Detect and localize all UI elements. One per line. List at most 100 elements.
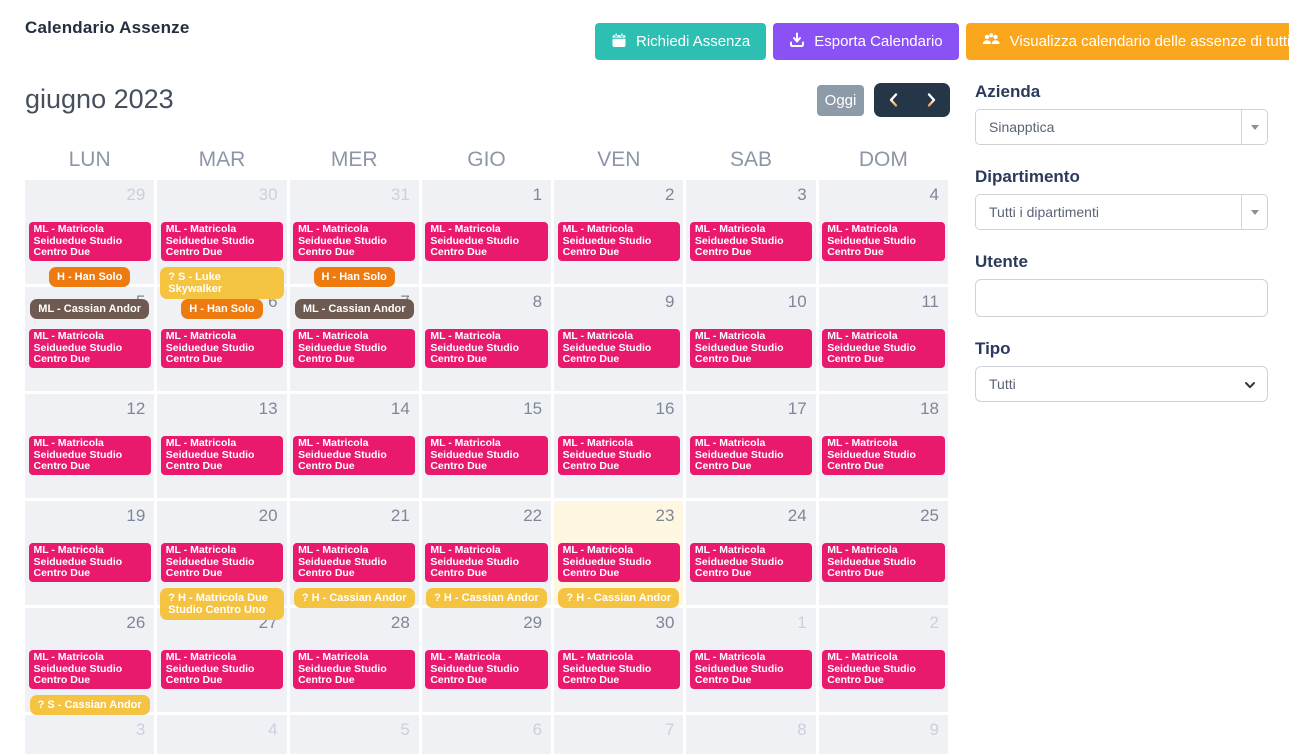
event-badge[interactable]: ? H - Cassian Andor — [426, 587, 547, 608]
event-badge[interactable]: ? H - Cassian Andor — [293, 587, 415, 608]
day-cell[interactable]: 8 — [686, 715, 816, 754]
day-cell[interactable]: 5 — [289, 715, 419, 754]
prev-month-button[interactable] — [874, 83, 912, 117]
day-cell[interactable]: 23 ML - Matricola Seiduedue Studio Centro… — [554, 501, 684, 608]
event-pill[interactable]: ML - Matricola Seiduedue Studio Centro D… — [822, 436, 945, 475]
event-pill[interactable]: ML - Matricola Seiduedue Studio Centro D… — [689, 329, 813, 368]
event-pill[interactable]: ML - Matricola Seiduedue Studio Centro D… — [425, 650, 548, 689]
event-pill[interactable]: ML - Matricola Seiduedue Studio Centro D… — [293, 543, 416, 582]
dipartimento-select[interactable]: Tutti i dipartimenti — [975, 194, 1268, 230]
event-pill[interactable]: ML - Matricola Seiduedue Studio Centro D… — [293, 436, 416, 475]
day-cell[interactable]: 2 ML - Matricola Seiduedue Studio Centro … — [818, 608, 948, 712]
event-badge[interactable]: H - Han Solo — [313, 266, 395, 287]
event-badge[interactable]: H - Han Solo — [181, 299, 263, 319]
event-pill[interactable]: ML - Matricola Seiduedue Studio Centro D… — [689, 222, 813, 261]
day-cell[interactable]: 10 ML - Matricola Seiduedue Studio Centro… — [686, 287, 816, 391]
day-cell[interactable]: 25 ML - Matricola Seiduedue Studio Centro… — [818, 501, 948, 605]
richiedi-assenza-button[interactable]: Richiedi Assenza — [595, 23, 767, 60]
event-pill[interactable]: ML - Matricola Seiduedue Studio Centro D… — [689, 436, 813, 475]
event-badge[interactable]: ML - Cassian Andor — [30, 299, 149, 319]
event-badge[interactable]: ? S - Cassian Andor — [29, 694, 150, 715]
day-cell[interactable]: 27 ML - Matricola Seiduedue Studio Centro… — [157, 608, 287, 712]
event-badge[interactable]: H - Han Solo — [48, 266, 131, 287]
event-pill[interactable]: ML - Matricola Seiduedue Studio Centro D… — [425, 543, 548, 582]
event-pill[interactable]: ML - Matricola Seiduedue Studio Centro D… — [425, 329, 548, 368]
day-cell[interactable]: 1 ML - Matricola Seiduedue Studio Centro … — [686, 608, 816, 712]
day-cell[interactable]: 4 — [157, 715, 287, 754]
event-pill[interactable]: ML - Matricola Seiduedue Studio Centro D… — [28, 543, 151, 582]
day-cell[interactable]: 21 ML - Matricola Seiduedue Studio Centro… — [289, 501, 419, 608]
day-cell[interactable]: 29 ML - Matricola Seiduedue Studio Centro… — [421, 608, 552, 712]
day-cell[interactable]: 19 ML - Matricola Seiduedue Studio Centro… — [25, 501, 155, 605]
event-pill[interactable]: ML - Matricola Seiduedue Studio Centro D… — [293, 329, 416, 368]
day-cell[interactable]: 30 ML - Matricola Seiduedue Studio Centro… — [157, 180, 287, 299]
azienda-select[interactable]: Sinapptica — [975, 109, 1268, 145]
day-cell[interactable]: 13 ML - Matricola Seiduedue Studio Centro… — [157, 394, 287, 498]
esporta-calendario-button[interactable]: Esporta Calendario — [773, 23, 959, 60]
day-cell[interactable]: 9 ML - Matricola Seiduedue Studio Centro … — [554, 287, 684, 391]
event-pill[interactable]: ML - Matricola Seiduedue Studio Centro D… — [557, 650, 680, 689]
day-cell[interactable]: 16 ML - Matricola Seiduedue Studio Centro… — [554, 394, 684, 498]
event-pill[interactable]: ML - Matricola Seiduedue Studio Centro D… — [160, 222, 284, 261]
event-pill[interactable]: ML - Matricola Seiduedue Studio Centro D… — [28, 436, 151, 475]
day-cell[interactable]: 6 — [421, 715, 552, 754]
day-cell[interactable]: 11 ML - Matricola Seiduedue Studio Centro… — [818, 287, 948, 391]
event-pill[interactable]: ML - Matricola Seiduedue Studio Centro D… — [160, 543, 284, 582]
event-badge[interactable]: ? H - Cassian Andor — [558, 587, 680, 608]
day-cell[interactable]: 3 — [25, 715, 155, 754]
event-pill[interactable]: ML - Matricola Seiduedue Studio Centro D… — [557, 543, 680, 582]
event-pill[interactable]: ML - Matricola Seiduedue Studio Centro D… — [293, 650, 416, 689]
day-cell[interactable]: 31 ML - Matricola Seiduedue Studio Centro… — [289, 180, 419, 287]
event-pill[interactable]: ML - Matricola Seiduedue Studio Centro D… — [557, 329, 680, 368]
event-pill[interactable]: ML - Matricola Seiduedue Studio Centro D… — [822, 650, 945, 689]
event-pill[interactable]: ML - Matricola Seiduedue Studio Centro D… — [822, 222, 945, 261]
today-button[interactable]: Oggi — [817, 85, 864, 116]
day-cell[interactable]: 14 ML - Matricola Seiduedue Studio Centro… — [289, 394, 419, 498]
day-number: 5 — [400, 720, 410, 739]
event-pill[interactable]: ML - Matricola Seiduedue Studio Centro D… — [28, 650, 151, 689]
day-cell[interactable]: 15 ML - Matricola Seiduedue Studio Centro… — [421, 394, 552, 498]
event-pill[interactable]: ML - Matricola Seiduedue Studio Centro D… — [425, 436, 548, 475]
day-cell[interactable]: 1 ML - Matricola Seiduedue Studio Centro … — [421, 180, 552, 284]
day-cell[interactable]: 24 ML - Matricola Seiduedue Studio Centro… — [686, 501, 816, 605]
event-pill[interactable]: ML - Matricola Seiduedue Studio Centro D… — [557, 222, 680, 261]
day-cell[interactable]: 3 ML - Matricola Seiduedue Studio Centro … — [686, 180, 816, 284]
event-slot-top — [25, 620, 154, 646]
event-badge[interactable]: ? H - Matricola Due Studio Centro Uno — [160, 587, 284, 620]
event-pill[interactable]: ML - Matricola Seiduedue Studio Centro D… — [28, 222, 151, 261]
day-cell[interactable]: 12 ML - Matricola Seiduedue Studio Centro… — [25, 394, 155, 498]
event-pill[interactable]: ML - Matricola Seiduedue Studio Centro D… — [689, 543, 813, 582]
event-pill[interactable]: ML - Matricola Seiduedue Studio Centro D… — [557, 436, 680, 475]
day-cell[interactable]: 22 ML - Matricola Seiduedue Studio Centro… — [421, 501, 552, 608]
day-cell[interactable]: 30 ML - Matricola Seiduedue Studio Centro… — [554, 608, 684, 712]
visualizza-calendario-tutti-button[interactable]: Visualizza calendario delle assenze di t… — [965, 23, 1289, 60]
day-cell[interactable]: 6 H - Han Solo ML - Matricola Seiduedue St… — [157, 287, 287, 391]
event-pill[interactable]: ML - Matricola Seiduedue Studio Centro D… — [822, 329, 945, 368]
day-cell[interactable]: 9 — [818, 715, 948, 754]
day-cell[interactable]: 8 ML - Matricola Seiduedue Studio Centro … — [421, 287, 552, 391]
event-pill[interactable]: ML - Matricola Seiduedue Studio Centro D… — [160, 436, 284, 475]
day-cell[interactable]: 20 ML - Matricola Seiduedue Studio Centro… — [157, 501, 287, 620]
day-cell[interactable]: 28 ML - Matricola Seiduedue Studio Centro… — [289, 608, 419, 712]
event-pill[interactable]: ML - Matricola Seiduedue Studio Centro D… — [160, 329, 284, 368]
day-cell[interactable]: 4 ML - Matricola Seiduedue Studio Centro … — [818, 180, 948, 284]
tipo-select[interactable]: Tutti — [975, 366, 1268, 402]
day-cell[interactable]: 17 ML - Matricola Seiduedue Studio Centro… — [686, 394, 816, 498]
utente-input[interactable] — [975, 279, 1268, 317]
day-cell[interactable]: 26 ML - Matricola Seiduedue Studio Centro… — [25, 608, 155, 715]
event-pill[interactable]: ML - Matricola Seiduedue Studio Centro D… — [822, 543, 945, 582]
event-pill[interactable]: ML - Matricola Seiduedue Studio Centro D… — [160, 650, 284, 689]
day-cell[interactable]: 29 ML - Matricola Seiduedue Studio Centro… — [25, 180, 155, 287]
day-cell[interactable]: 2 ML - Matricola Seiduedue Studio Centro … — [554, 180, 684, 284]
event-pill[interactable]: ML - Matricola Seiduedue Studio Centro D… — [425, 222, 548, 261]
event-pill[interactable]: ML - Matricola Seiduedue Studio Centro D… — [293, 222, 416, 261]
event-pill[interactable]: ML - Matricola Seiduedue Studio Centro D… — [689, 650, 813, 689]
event-badge[interactable]: ? S - Luke Skywalker — [160, 266, 284, 299]
event-badge[interactable]: ML - Cassian Andor — [294, 299, 414, 319]
day-cell[interactable]: 7 — [554, 715, 684, 754]
day-cell[interactable]: 18 ML - Matricola Seiduedue Studio Centro… — [818, 394, 948, 498]
event-pill[interactable]: ML - Matricola Seiduedue Studio Centro D… — [28, 329, 151, 368]
next-month-button[interactable] — [912, 83, 950, 117]
